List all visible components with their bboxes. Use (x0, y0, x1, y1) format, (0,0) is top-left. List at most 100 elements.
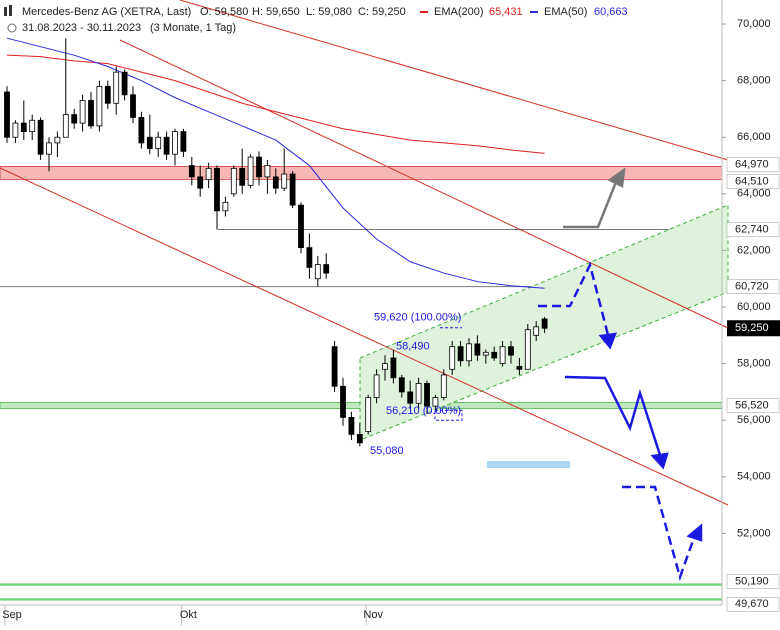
legend-label: EMA(50) (544, 6, 587, 18)
candle-body (46, 142, 52, 155)
level-label: 49,670 (735, 598, 769, 610)
candle-body (138, 117, 145, 144)
candle-body (516, 366, 523, 370)
candle-body (20, 122, 27, 132)
candle-body (214, 167, 220, 212)
level-label: 64,510 (735, 175, 769, 187)
target-zone (487, 461, 570, 468)
y-tick-label: 66,000 (737, 131, 771, 143)
candle-body (524, 329, 531, 370)
candle-body (331, 346, 338, 387)
candle-body (113, 71, 120, 104)
candle-body (163, 136, 170, 155)
legend: EMA(200) 65,431 EMA(50) 60,663 (420, 6, 628, 18)
header-close: C: 59,250 (358, 6, 406, 18)
trendline (0, 167, 729, 506)
candle-body (29, 119, 36, 132)
candle-body (4, 91, 10, 138)
candle-body (146, 136, 153, 149)
candle-body (424, 383, 430, 407)
candle-body (348, 416, 355, 435)
arrow (564, 375, 662, 456)
y-tick-label: 52,000 (737, 527, 771, 539)
y-tick-label: 62,000 (737, 244, 771, 256)
candle-body (197, 176, 204, 189)
level-label-box (726, 174, 780, 189)
candle-body (356, 433, 363, 444)
level-label-box (726, 157, 780, 172)
candle-body (188, 165, 195, 178)
annotation: 56,210 (0.00%) (386, 405, 461, 417)
level-label-box (726, 279, 780, 294)
trendline (119, 39, 729, 329)
level-label: 60,720 (735, 281, 769, 293)
candle-body (71, 114, 78, 124)
candle-body (449, 346, 456, 370)
icon (7, 23, 17, 33)
y-tick-label: 54,000 (737, 471, 771, 483)
candle-body (289, 173, 296, 206)
header-title: Mercedes-Benz AG (XETRA, Last) (22, 6, 191, 18)
plot: 59,620 (100.00%) 58,490 56,210 (0.00%) 55,0… (4, 37, 548, 457)
annotation: 59,620 (100.00%) (374, 312, 461, 324)
level-label-box (726, 222, 780, 237)
arrow (563, 181, 618, 229)
candle-body (499, 346, 506, 365)
x-tick-label: Okt (180, 609, 197, 621)
y-tick-label: 58,000 (737, 358, 771, 370)
icon (4, 7, 7, 16)
candle-body (432, 397, 439, 407)
candle-body (508, 346, 514, 356)
candle-body (12, 122, 19, 138)
candle-body (398, 377, 405, 393)
header: Mercedes-Benz AG (XETRA, Last) O: 59,580… (4, 5, 406, 34)
candle-body (482, 351, 489, 356)
trendline (179, 0, 729, 161)
header-low: L: 59,080 (306, 6, 352, 18)
candle-body (382, 363, 388, 370)
arrowhead (650, 452, 669, 470)
candle-body (205, 167, 212, 181)
candle-body (121, 71, 128, 96)
last-price-label: 59,250 (735, 322, 769, 334)
candle-body (306, 247, 313, 268)
candle-body (365, 397, 372, 432)
last-price-box (727, 320, 780, 337)
x-tick-label: Nov (363, 609, 383, 621)
icon (9, 5, 12, 16)
candle-body (407, 391, 414, 404)
candle-body (256, 156, 262, 178)
candle-body (79, 100, 86, 124)
candle-body (62, 114, 69, 138)
candle-body (457, 346, 464, 362)
level-label-box (726, 597, 780, 612)
header-high: H: 59,650 (252, 6, 300, 18)
header-open: O: 59,580 (200, 6, 248, 18)
arrowhead (607, 167, 626, 188)
candle-body (466, 343, 472, 362)
legend-value: 60,663 (594, 6, 628, 18)
candle-body (415, 383, 422, 404)
level-label-box (726, 398, 780, 413)
candle-body (88, 100, 94, 127)
level-label: 50,190 (735, 576, 769, 588)
candle-body (323, 264, 330, 274)
annotation: 55,080 (370, 445, 404, 457)
candle-body (272, 176, 279, 189)
candle-body (373, 374, 380, 398)
candle-body (230, 167, 237, 195)
y-tick-label: 64,000 (737, 188, 771, 200)
arrow (622, 485, 697, 582)
candle-body (96, 85, 103, 127)
candle-body (222, 201, 229, 212)
annotation: 58,490 (396, 341, 430, 353)
level-label: 64,970 (735, 158, 769, 170)
y-tick-label: 56,000 (737, 414, 771, 426)
header-range: 31.08.2023 - 30.11.2023 (22, 22, 141, 34)
candle-body (541, 318, 548, 329)
candle-body (533, 326, 540, 336)
legend-label: EMA(200) (434, 6, 484, 18)
candle-body (264, 165, 271, 178)
candle-body (54, 136, 61, 144)
x-tick-label: Sep (2, 609, 22, 621)
